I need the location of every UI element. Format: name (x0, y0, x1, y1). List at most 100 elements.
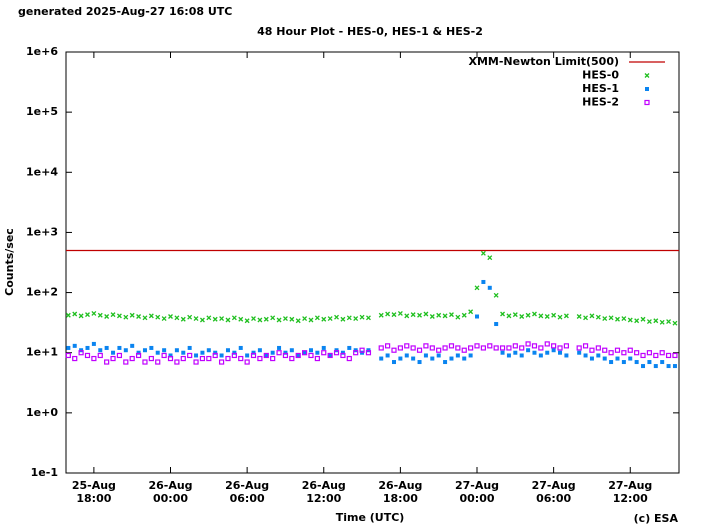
x-tick-label: 26-Aug 06:00 (225, 479, 270, 505)
point (487, 255, 493, 261)
point (615, 356, 620, 361)
point (653, 352, 659, 359)
point (602, 316, 608, 322)
point (72, 343, 77, 348)
point (98, 348, 103, 353)
point (193, 359, 199, 365)
y-tick-label: 1e+2 (26, 286, 58, 299)
point (346, 355, 352, 362)
point (65, 352, 71, 359)
y-tick-label: 1e+3 (26, 225, 58, 238)
series (65, 341, 678, 365)
point (218, 359, 225, 365)
point (232, 350, 237, 355)
point (167, 355, 174, 362)
point (455, 345, 461, 351)
point (84, 352, 91, 359)
point (595, 314, 601, 320)
legend-marker (644, 73, 650, 78)
point (653, 318, 659, 324)
point (231, 352, 237, 359)
point (659, 319, 665, 325)
point (199, 355, 206, 362)
point (142, 348, 147, 353)
point (91, 355, 97, 362)
point (65, 312, 71, 318)
point (512, 312, 518, 318)
legend-label: HES-0 (582, 69, 619, 82)
point (283, 350, 288, 355)
point (347, 345, 352, 350)
x-axis-label: Time (UTC) (336, 511, 405, 524)
point (282, 352, 289, 359)
point (251, 350, 256, 355)
point (238, 355, 244, 362)
point (295, 352, 301, 359)
point (455, 353, 460, 358)
point (321, 316, 327, 322)
point (577, 350, 582, 355)
series (66, 279, 677, 369)
point (136, 350, 141, 355)
point (468, 345, 474, 351)
y-tick-label: 1e+6 (26, 45, 58, 58)
point (187, 314, 193, 320)
point (500, 350, 505, 355)
point (391, 347, 397, 353)
point (519, 345, 525, 351)
point (302, 316, 308, 322)
point (206, 348, 211, 353)
point (72, 311, 78, 317)
point (104, 359, 110, 365)
point (289, 348, 294, 353)
point (589, 356, 594, 361)
point (474, 285, 480, 291)
point (296, 353, 301, 358)
point (161, 352, 167, 359)
point (544, 341, 550, 347)
point (481, 279, 486, 284)
point (468, 353, 473, 358)
point (442, 345, 448, 351)
point (404, 353, 409, 358)
series (65, 250, 678, 326)
point (206, 315, 212, 321)
point (532, 311, 537, 317)
point (225, 317, 231, 323)
legend-label: XMM-Newton Limit(500) (468, 55, 619, 68)
x-tick-label: 26-Aug 00:00 (148, 479, 193, 505)
x-tick-label: 26-Aug 18:00 (378, 479, 423, 505)
point (276, 317, 282, 323)
point (231, 315, 237, 321)
point (468, 309, 474, 315)
point (353, 316, 359, 322)
point (410, 345, 416, 351)
point (276, 350, 282, 356)
point (270, 315, 276, 321)
point (672, 364, 677, 369)
point (423, 311, 429, 317)
point (155, 314, 161, 320)
point (91, 341, 96, 346)
point (551, 343, 557, 349)
point (634, 360, 639, 365)
point (493, 292, 499, 298)
point (487, 343, 493, 349)
point (506, 345, 512, 351)
point (666, 364, 671, 369)
point (111, 350, 116, 355)
point (608, 350, 614, 356)
point (410, 312, 416, 318)
point (397, 310, 403, 316)
point (251, 316, 256, 322)
point (526, 348, 531, 353)
point (72, 355, 78, 362)
point (123, 314, 129, 320)
point (646, 319, 652, 324)
point (563, 343, 570, 349)
point (110, 312, 116, 318)
point (531, 343, 538, 349)
point (519, 353, 524, 358)
